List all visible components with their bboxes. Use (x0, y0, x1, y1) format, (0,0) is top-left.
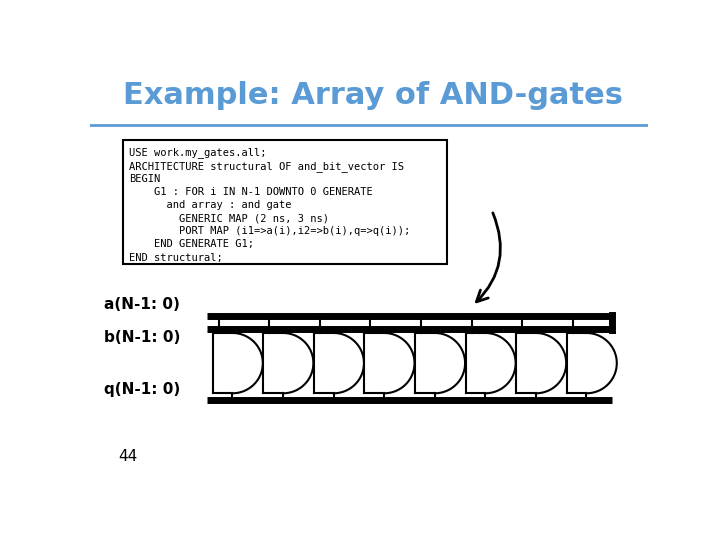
Text: G1 : FOR i IN N-1 DOWNTO 0 GENERATE: G1 : FOR i IN N-1 DOWNTO 0 GENERATE (129, 187, 373, 197)
Text: b(N-1: 0): b(N-1: 0) (104, 329, 180, 345)
Text: Example: Array of AND-gates: Example: Array of AND-gates (124, 82, 624, 111)
Text: ARCHITECTURE structural OF and_bit_vector IS: ARCHITECTURE structural OF and_bit_vecto… (129, 161, 404, 172)
Text: a(N-1: 0): a(N-1: 0) (104, 297, 180, 312)
Text: PORT MAP (i1=>a(i),i2=>b(i),q=>q(i));: PORT MAP (i1=>a(i),i2=>b(i),q=>q(i)); (129, 226, 410, 237)
FancyBboxPatch shape (124, 140, 447, 265)
Text: 44: 44 (118, 449, 137, 464)
Text: BEGIN: BEGIN (129, 174, 161, 184)
Text: END structural;: END structural; (129, 253, 222, 262)
Text: q(N-1: 0): q(N-1: 0) (104, 382, 180, 397)
Text: GENERIC MAP (2 ns, 3 ns): GENERIC MAP (2 ns, 3 ns) (129, 213, 329, 223)
Text: USE work.my_gates.all;: USE work.my_gates.all; (129, 147, 266, 158)
Text: END GENERATE G1;: END GENERATE G1; (129, 239, 254, 249)
Text: and array : and gate: and array : and gate (129, 200, 292, 210)
